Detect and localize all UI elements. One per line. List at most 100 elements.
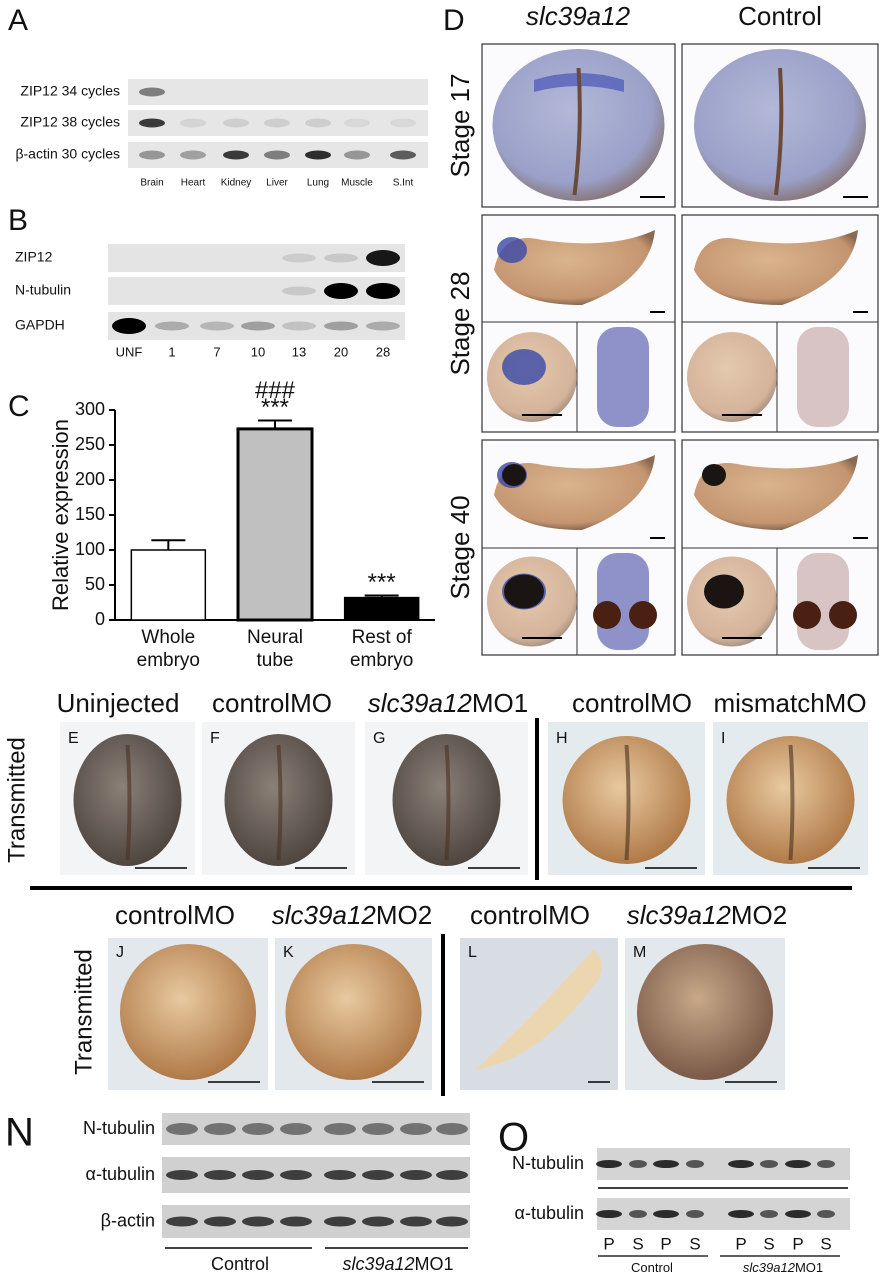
panel-label: A (8, 4, 28, 37)
column-header: controlMO (212, 688, 332, 718)
gel-band (344, 150, 370, 160)
gel-band (204, 1216, 236, 1227)
column-header: controlMO (572, 688, 692, 718)
panel-label: O (498, 1116, 529, 1160)
gel-band (629, 1160, 647, 1168)
panel-label: C (8, 390, 30, 423)
group-label: slc39a12MO1 (342, 1254, 453, 1274)
panel-label: H (556, 730, 568, 747)
lane-label: 1 (168, 344, 175, 359)
text-part: Control (211, 1254, 269, 1274)
y-tick-label: 150 (75, 504, 105, 524)
embryo (494, 230, 655, 305)
gel-band (362, 1123, 394, 1135)
gel-band (390, 118, 416, 128)
italic-part: slc39a12 (526, 1, 631, 31)
gel-band (264, 150, 290, 160)
column-header: slc39a12MO2 (627, 900, 787, 930)
lane-label: Heart (181, 178, 206, 189)
gel-band (200, 321, 234, 331)
embryo (475, 950, 602, 1070)
gel-band (282, 253, 316, 263)
bar (343, 596, 420, 621)
gel-band (280, 1123, 312, 1135)
gel-strip (128, 79, 428, 105)
neural-line (444, 744, 451, 861)
panel-label: N (5, 1111, 34, 1155)
text-part: controlMO (212, 688, 332, 718)
panel-label: I (721, 730, 725, 747)
text-part: controlMO (115, 900, 235, 930)
column-header: mismatchMO (713, 688, 866, 718)
italic-part: slc39a12 (272, 900, 377, 930)
text-part: controlMO (470, 900, 590, 930)
blot-label: β-actin (101, 1210, 155, 1230)
x-tick-label: Whole embryo (137, 627, 200, 671)
row-header: Stage 28 (445, 271, 475, 375)
gel-band (324, 1216, 356, 1227)
lane-label: S (632, 1234, 643, 1253)
gel-band (400, 1170, 432, 1180)
gel-strip (128, 142, 428, 168)
eye (504, 574, 544, 609)
gel-band (155, 321, 189, 331)
gel-band (760, 1210, 778, 1218)
gel-band (596, 1160, 622, 1168)
gel-band (436, 1123, 468, 1135)
gel-band (362, 1216, 394, 1227)
gel-band (242, 1216, 274, 1227)
stain (502, 349, 546, 385)
lane-label: S (689, 1234, 700, 1253)
embryo (494, 455, 655, 530)
column-header: controlMO (470, 900, 590, 930)
row-header: Stage 40 (445, 495, 475, 599)
lane-label: S (820, 1234, 831, 1253)
text-part: Control (738, 1, 822, 31)
neural-line (572, 67, 582, 196)
gel-strip (108, 277, 405, 305)
gel-band (785, 1160, 811, 1168)
gel-band (760, 1160, 778, 1168)
lane-label: Muscle (341, 178, 373, 189)
panel-label: M (633, 944, 646, 961)
column-header: slc39a12MO2 (272, 900, 432, 930)
significance-label: *** (368, 569, 396, 596)
gel-band (242, 1170, 274, 1180)
italic-part: slc39a12 (743, 1260, 796, 1275)
blot-label: α-tubulin (86, 1164, 155, 1184)
panel-label: J (116, 944, 124, 961)
embryo (120, 944, 256, 1080)
lane-label: P (735, 1234, 746, 1253)
text-part: MO1 (795, 1260, 823, 1275)
eye (793, 601, 821, 629)
gel-band (728, 1210, 754, 1218)
eye (704, 574, 744, 609)
neural-line (276, 744, 283, 861)
embryo (637, 944, 773, 1080)
dorsal-view (597, 327, 649, 427)
column-header: Uninjected (57, 688, 180, 718)
y-tick-label: 50 (85, 574, 105, 594)
eye (702, 464, 726, 486)
text-part: MO1 (472, 688, 528, 718)
italic-part: slc39a12 (368, 688, 473, 718)
lane-label: 7 (213, 344, 220, 359)
gel-band (223, 150, 249, 160)
eye (829, 601, 857, 629)
gel-band (390, 150, 416, 160)
gel-band (324, 283, 358, 299)
y-tick-label: 200 (75, 469, 105, 489)
panel-label: F (210, 730, 220, 747)
gel-band (180, 150, 206, 160)
gel-band (436, 1170, 468, 1180)
panel-label: L (468, 944, 477, 961)
panel-label: E (68, 730, 79, 747)
text-part: mismatchMO (713, 688, 866, 718)
y-tick-label: 250 (75, 434, 105, 454)
lane-label: 20 (334, 344, 348, 359)
gel-band (596, 1210, 622, 1218)
gel-band (324, 1170, 356, 1180)
gel-row-label: N-tubulin (15, 282, 71, 298)
gel-band (686, 1210, 704, 1218)
group-label: Control (631, 1260, 673, 1275)
